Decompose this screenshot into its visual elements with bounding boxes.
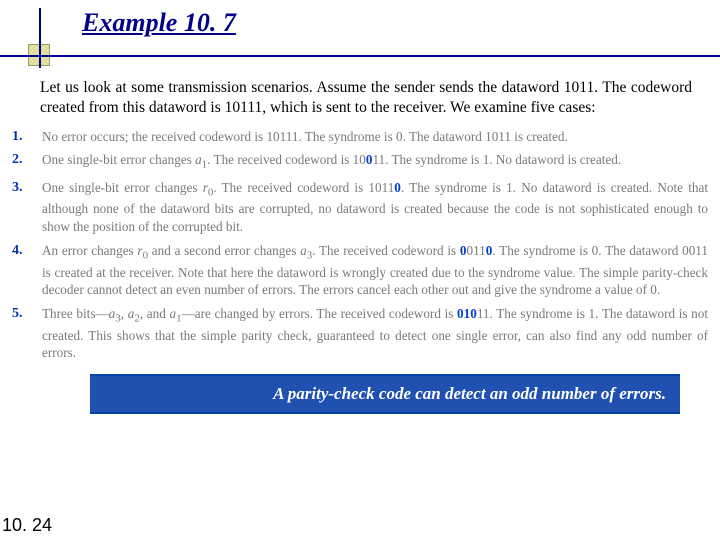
case-number: 5. [12, 305, 42, 322]
case-item: 5.Three bits—a3, a2, and a1—are changed … [12, 305, 708, 362]
callout-bottom-line [90, 412, 680, 414]
page-number: 10. 24 [2, 515, 52, 536]
case-text: No error occurs; the received codeword i… [42, 128, 708, 146]
case-item: 1.No error occurs; the received codeword… [12, 128, 708, 146]
case-text: An error changes r0 and a second error c… [42, 242, 708, 299]
vertical-rule [39, 8, 41, 68]
horizontal-rule [0, 55, 720, 57]
callout-box: A parity-check code can detect an odd nu… [90, 374, 680, 414]
case-item: 2.One single-bit error changes a1. The r… [12, 151, 708, 172]
case-text: Three bits—a3, a2, and a1—are changed by… [42, 305, 708, 362]
slide-header: Example 10. 7 [0, 0, 720, 70]
case-number: 2. [12, 151, 42, 168]
case-text: One single-bit error changes r0. The rec… [42, 179, 708, 236]
case-number: 3. [12, 179, 42, 196]
callout-text: A parity-check code can detect an odd nu… [90, 376, 680, 412]
slide-title: Example 10. 7 [82, 8, 236, 38]
case-item: 3.One single-bit error changes r0. The r… [12, 179, 708, 236]
case-item: 4.An error changes r0 and a second error… [12, 242, 708, 299]
case-number: 4. [12, 242, 42, 259]
cases-list: 1.No error occurs; the received codeword… [12, 128, 708, 363]
intro-paragraph: Let us look at some transmission scenari… [40, 78, 692, 118]
case-text: One single-bit error changes a1. The rec… [42, 151, 708, 172]
case-number: 1. [12, 128, 42, 145]
